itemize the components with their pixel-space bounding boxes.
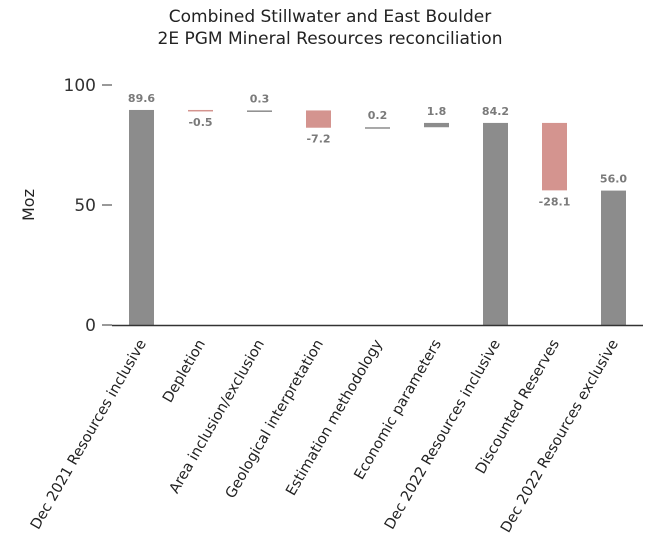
data-labels: 89.6 -0.5 0.3 -7.2 0.2 1.8 84.2 -28.1 56.0 [128, 92, 627, 208]
data-label: -7.2 [306, 133, 330, 146]
category-labels: Dec 2021 Resources inclusive DepletionAre… [28, 337, 622, 536]
bar-increase [247, 110, 272, 112]
data-label: 89.6 [128, 92, 155, 105]
y-tick-label: 100 [64, 76, 96, 96]
bar-decrease [542, 122, 567, 191]
bar-decrease [306, 110, 331, 128]
chart-title-line-1: Combined Stillwater and East Boulder [168, 7, 492, 27]
y-tick-label: 50 [74, 196, 96, 216]
data-label: 1.8 [427, 105, 447, 118]
y-axis-label: Moz [19, 189, 38, 221]
bar-total [601, 190, 626, 325]
data-label: -0.5 [188, 116, 212, 129]
chart-title-line-2: 2E PGM Mineral Resources reconciliation [157, 29, 503, 49]
y-axis-ticks: 0 50 100 [64, 76, 112, 336]
category-label: Dec 2022 Resources inclusive [382, 337, 504, 532]
category-label: Dec 2022 Resources exclusive [498, 337, 622, 536]
data-label: 56.0 [600, 173, 627, 186]
data-label: 0.3 [250, 92, 270, 105]
bar-increase [365, 127, 390, 129]
chart-title: Combined Stillwater and East Boulder 2E … [0, 6, 660, 50]
bar-decrease [188, 109, 213, 112]
bar-total [129, 109, 154, 326]
bar-increase [424, 122, 449, 128]
y-tick-label: 0 [85, 316, 96, 336]
category-label: Dec 2021 Resources inclusive [28, 337, 150, 532]
data-label: 84.2 [482, 105, 509, 118]
bar-total [483, 122, 508, 325]
y-axis-label-group: Moz [19, 189, 38, 221]
category-label: Depletion [160, 337, 209, 406]
category-label: Geological interpretation [223, 337, 327, 501]
bars [129, 109, 626, 326]
data-label: 0.2 [368, 109, 388, 122]
data-label: -28.1 [539, 195, 571, 208]
